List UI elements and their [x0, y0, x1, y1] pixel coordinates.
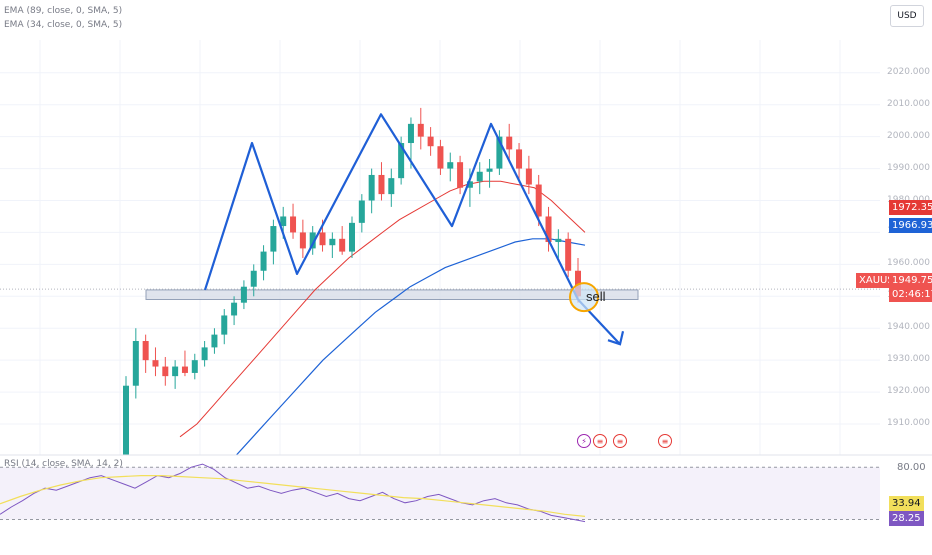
countdown-tag: 02:46:17 — [889, 287, 932, 302]
price-axis-label: 1990.000 — [887, 162, 930, 173]
ema-layer — [179, 180, 586, 470]
rsi-ma-line — [0, 475, 586, 517]
candle-body — [398, 143, 405, 179]
price-axis-label: 1980.000 — [887, 195, 930, 205]
candle-body — [162, 366, 169, 377]
candle-body — [378, 174, 385, 195]
last-price-tag: 1949.750 — [889, 273, 932, 288]
candle-layer — [123, 107, 581, 482]
ema89-legend[interactable]: EMA (89, close, 0, SMA, 5) — [4, 6, 123, 16]
candle-body — [152, 360, 159, 367]
sell-highlight — [569, 282, 599, 313]
candle-body — [250, 270, 257, 287]
ema34-legend[interactable]: EMA (34, close, 0, SMA, 5) — [4, 20, 123, 30]
grid-layer — [0, 40, 880, 455]
candle-body — [535, 184, 542, 217]
candle-body — [466, 181, 473, 188]
candle-body — [123, 385, 129, 463]
pattern-layer: sell — [203, 113, 625, 346]
rsi-legend[interactable]: RSI (14, close, SMA, 14, 2) — [4, 459, 123, 469]
candle-body — [368, 174, 375, 201]
candle-body — [201, 347, 208, 361]
candle-body — [231, 302, 238, 316]
rsi-level-tag: 80.00 — [897, 462, 926, 473]
candle-body — [496, 136, 503, 169]
rsi-value-tag: 28.25 — [889, 511, 924, 526]
ema34-line — [179, 180, 586, 438]
candle-body — [299, 232, 306, 249]
candle-body — [457, 162, 464, 188]
pattern-zigzag — [203, 113, 621, 345]
price-axis-label: 2020.000 — [887, 66, 930, 77]
currency-selector[interactable]: USD — [890, 5, 924, 27]
candle-body — [211, 334, 218, 348]
candle-body — [181, 366, 188, 373]
support-zone — [145, 289, 639, 300]
us-flag-icon[interactable]: ≡ — [658, 434, 672, 448]
sell-label: sell — [586, 289, 606, 304]
candle-body — [516, 149, 523, 169]
candle-body — [132, 341, 139, 386]
candle-body — [388, 178, 395, 195]
candle-body — [142, 341, 149, 361]
rsi-band — [0, 467, 880, 520]
candle-body — [486, 168, 493, 172]
ema89-line — [217, 238, 586, 470]
us-flag-icon[interactable]: ≡ — [613, 434, 627, 448]
candle-body — [339, 238, 346, 252]
rsi-line — [0, 463, 586, 523]
ema34-price-tag: 1972.359 — [889, 200, 932, 215]
price-axis-label: 2000.000 — [887, 130, 930, 141]
candle-body — [437, 146, 444, 169]
candle-body — [240, 286, 247, 303]
candle-body — [270, 226, 277, 252]
candle-body — [290, 216, 297, 233]
price-axis-label: 1910.000 — [887, 418, 930, 429]
candle-body — [427, 136, 434, 147]
price-axis-label: 1960.000 — [887, 258, 930, 269]
candle-body — [349, 222, 355, 252]
candle-body — [309, 232, 316, 249]
price-axis-label: 2010.000 — [887, 98, 930, 109]
lightning-icon[interactable]: ⚡ — [577, 434, 591, 448]
ema89-price-tag: 1966.932 — [889, 218, 932, 233]
candle-body — [260, 251, 267, 271]
candle-body — [191, 360, 198, 373]
candle-body — [319, 232, 326, 246]
price-axis-label: 1940.000 — [887, 322, 930, 333]
candle-body — [447, 162, 454, 169]
price-axis-label: 1930.000 — [887, 354, 930, 365]
candle-body — [358, 200, 365, 223]
pattern-arrowhead — [607, 330, 625, 346]
support-zone-layer — [0, 288, 880, 300]
candle-body — [506, 136, 513, 150]
candle-body — [280, 216, 287, 227]
rsi-ma-tag: 33.94 — [889, 496, 924, 511]
candle-body — [555, 238, 562, 243]
candle-body — [407, 123, 414, 144]
us-flag-icon[interactable]: ≡ — [593, 434, 607, 448]
candle-body — [172, 366, 179, 377]
candle-body — [417, 123, 424, 137]
candle-body — [476, 171, 483, 182]
candle-body — [221, 315, 228, 335]
rsi-layer — [0, 454, 932, 550]
candle-body — [565, 238, 572, 271]
price-axis-label: 1920.000 — [887, 386, 930, 397]
candle-body — [329, 238, 336, 246]
candle-body — [545, 216, 552, 243]
candle-body — [525, 168, 532, 185]
